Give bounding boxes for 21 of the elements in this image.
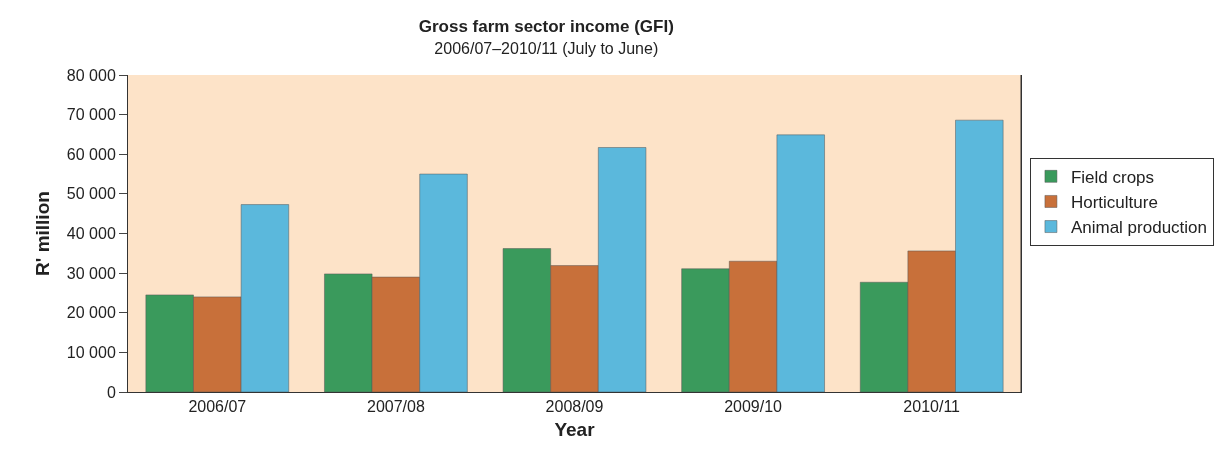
- x-tick-label: 2006/07: [188, 398, 247, 416]
- x-tick-label: 2009/10: [724, 398, 783, 416]
- chart-title: Gross farm sector income (GFI): [418, 16, 674, 36]
- legend-label: Horticulture: [1070, 193, 1158, 213]
- y-tick-label: 60 000: [66, 145, 116, 163]
- y-tick-label: 0: [106, 383, 116, 401]
- y-tick-label: 20 000: [66, 304, 116, 322]
- y-tick-label: 80 000: [66, 66, 116, 84]
- x-axis-title: Year: [554, 419, 596, 440]
- y-tick-label: 50 000: [66, 185, 116, 203]
- y-axis-title: R' million: [31, 191, 53, 276]
- y-tick-label: 40 000: [66, 225, 116, 243]
- legend-label: Animal production: [1070, 218, 1208, 238]
- legend-label: Field crops: [1070, 167, 1155, 187]
- y-tick-label: 10 000: [66, 343, 116, 361]
- chart-subtitle: 2006/07–2010/11 (July to June): [434, 39, 659, 57]
- x-tick-label: 2008/09: [545, 398, 604, 416]
- y-tick-label: 30 000: [66, 264, 116, 282]
- x-tick-label: 2007/08: [366, 398, 425, 416]
- y-tick-label: 70 000: [66, 106, 116, 124]
- x-tick-label: 2010/11: [903, 398, 961, 416]
